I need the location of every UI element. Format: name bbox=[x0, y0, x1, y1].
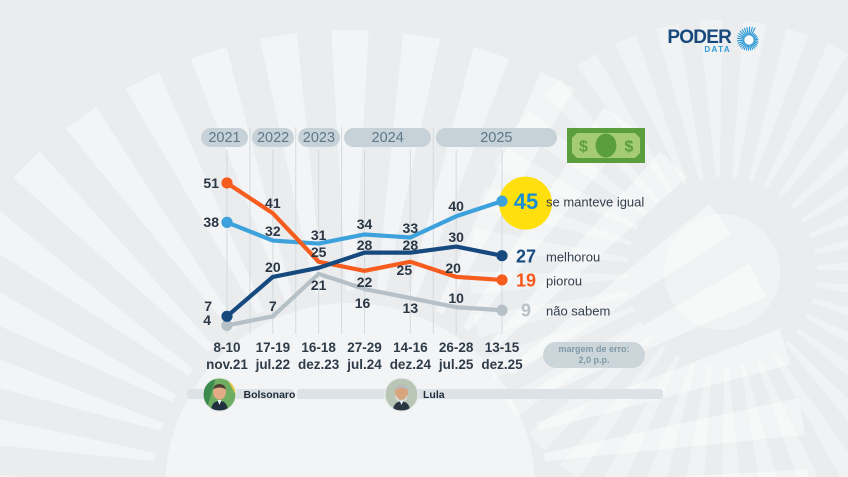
legend-value-4: 9 bbox=[520, 300, 532, 321]
legend-value-3: 19 bbox=[515, 270, 537, 291]
point-label: 41 bbox=[265, 195, 281, 212]
point-label: 31 bbox=[310, 226, 327, 243]
point-label: 16 bbox=[354, 295, 371, 312]
point-label: 20 bbox=[445, 259, 461, 276]
legend-label-1: se manteve igual bbox=[546, 194, 645, 210]
year-band-2023: 2023 bbox=[298, 128, 340, 147]
margin-of-error-badge: margem de erro: 2,0 p.p. bbox=[543, 342, 645, 368]
point-label: 30 bbox=[448, 228, 464, 245]
logo-subtitle: DATA bbox=[704, 44, 731, 54]
poderdata-logo: PODER DATA bbox=[660, 26, 770, 61]
year-band-2025: 2025 bbox=[435, 128, 557, 147]
x-axis-label: 27-29 jul.24 bbox=[347, 340, 382, 372]
legend-label-4: não sabem bbox=[546, 303, 611, 319]
point-label: 28 bbox=[402, 237, 419, 254]
point-label: 28 bbox=[356, 237, 373, 254]
year-band-2021: 2021 bbox=[201, 128, 248, 147]
timeline-bar-segment-2 bbox=[297, 389, 663, 399]
point-label: 40 bbox=[448, 198, 464, 215]
x-axis-label: 17-19 jul.22 bbox=[255, 340, 291, 372]
dollar-sign-right: $ bbox=[625, 139, 634, 156]
margin-of-error-line2: 2,0 p.p. bbox=[578, 355, 610, 365]
point-label: 7 bbox=[204, 298, 212, 315]
x-axis-label: 13-15 dez.25 bbox=[481, 340, 523, 372]
point-label: 25 bbox=[310, 243, 327, 260]
president-name-1: Bolsonaro bbox=[243, 388, 296, 401]
legend-label-3: piorou bbox=[546, 273, 583, 289]
legend-value-2: 27 bbox=[515, 246, 537, 267]
president-avatar-lula bbox=[383, 376, 419, 412]
president-name-2: Lula bbox=[423, 388, 445, 401]
point-label: 20 bbox=[265, 258, 281, 275]
x-axis-label: 14-16 dez.24 bbox=[389, 340, 431, 372]
point-label: 13 bbox=[402, 300, 419, 317]
point-label: 34 bbox=[356, 216, 373, 233]
margin-of-error-line1: margem de erro: bbox=[558, 344, 630, 354]
point-label: 38 bbox=[203, 214, 219, 231]
point-label: 4 bbox=[203, 312, 211, 329]
money-bill-icon: $ $ bbox=[567, 128, 645, 163]
logo-burst-icon bbox=[736, 26, 759, 51]
logo-title: PODER bbox=[667, 27, 731, 48]
point-label: 22 bbox=[356, 273, 373, 290]
dollar-sign-left: $ bbox=[579, 139, 588, 156]
x-axis-label: 16-18 dez.23 bbox=[298, 340, 340, 372]
x-axis-label: 26-28 jul.25 bbox=[438, 340, 474, 372]
legend-label-2: melhorou bbox=[546, 249, 601, 265]
point-label: 25 bbox=[396, 262, 413, 279]
timeline-bar-segment-1 bbox=[187, 389, 294, 399]
point-label: 51 bbox=[203, 174, 219, 191]
point-label: 33 bbox=[402, 219, 419, 236]
point-label: 10 bbox=[448, 290, 464, 307]
point-label: 21 bbox=[310, 276, 327, 293]
x-axis-label: 8-10 nov.21 bbox=[206, 340, 248, 372]
year-band-2024: 2024 bbox=[344, 128, 432, 147]
point-label: 32 bbox=[265, 222, 281, 239]
year-band-2022: 2022 bbox=[252, 128, 294, 147]
president-avatar-bolsonaro bbox=[201, 376, 237, 412]
point-label: 7 bbox=[268, 298, 277, 315]
legend-value-1: 45 bbox=[513, 189, 539, 215]
